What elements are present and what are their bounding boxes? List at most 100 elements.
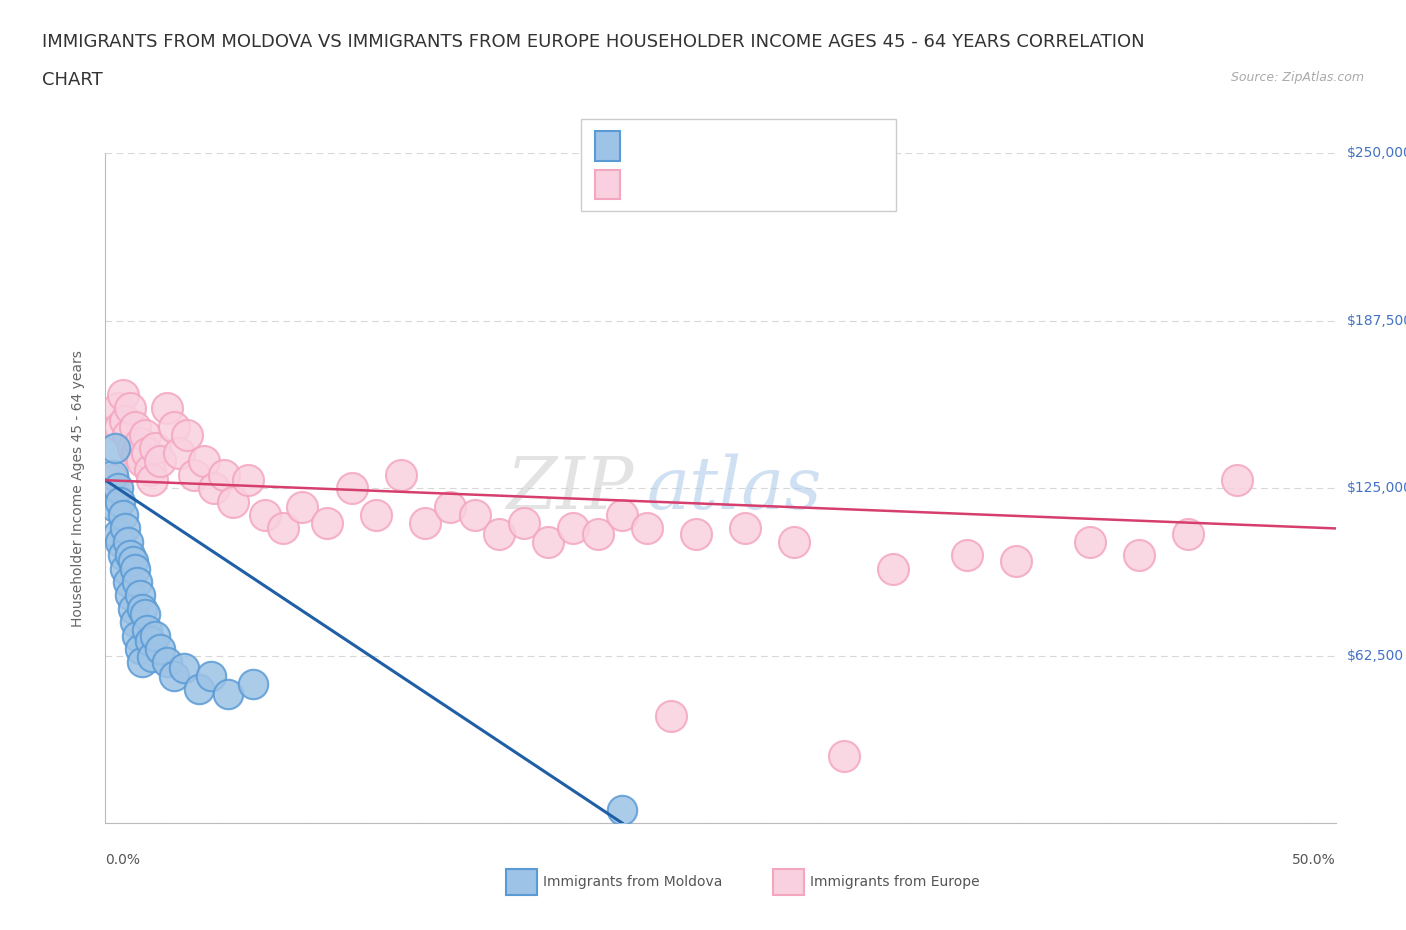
Point <box>562 521 585 536</box>
Point <box>107 401 129 416</box>
Point <box>183 468 205 483</box>
Point <box>832 749 855 764</box>
Point <box>110 494 132 509</box>
Point <box>127 446 149 461</box>
Point <box>1004 553 1026 568</box>
Point <box>222 494 245 509</box>
Point <box>141 649 163 664</box>
Point <box>143 441 166 456</box>
Point <box>104 499 127 514</box>
Point <box>138 633 162 648</box>
Point <box>1078 535 1101 550</box>
Text: Immigrants from Europe: Immigrants from Europe <box>810 874 980 889</box>
Text: R =  -0.613    N = 39: R = -0.613 N = 39 <box>628 139 780 153</box>
Point <box>110 419 132 434</box>
Point <box>129 435 152 450</box>
Point <box>111 387 134 402</box>
Point <box>488 526 510 541</box>
Point <box>212 468 235 483</box>
Text: atlas: atlas <box>647 453 823 524</box>
Point <box>138 462 162 477</box>
Text: Source: ZipAtlas.com: Source: ZipAtlas.com <box>1230 71 1364 84</box>
Point <box>124 419 146 434</box>
Point <box>131 602 153 617</box>
Text: $187,500: $187,500 <box>1347 313 1406 328</box>
Point <box>636 521 658 536</box>
Text: CHART: CHART <box>42 71 103 88</box>
Point <box>413 515 436 530</box>
Point <box>389 468 412 483</box>
Point <box>143 628 166 643</box>
Point <box>120 401 141 416</box>
Point <box>291 499 314 514</box>
Point <box>101 472 124 487</box>
Text: R =  -0.072    N = 57: R = -0.072 N = 57 <box>628 177 782 192</box>
Point <box>340 481 363 496</box>
Point <box>136 623 159 638</box>
Point <box>141 472 163 487</box>
Point <box>134 427 156 442</box>
Point <box>121 553 143 568</box>
Point <box>685 526 707 541</box>
Point <box>131 454 153 469</box>
Point <box>121 602 143 617</box>
Point <box>131 655 153 670</box>
Point <box>134 606 156 621</box>
Point <box>114 561 136 576</box>
Point <box>121 441 143 456</box>
Point <box>236 472 259 487</box>
Point <box>163 669 186 684</box>
Point <box>111 548 134 563</box>
Point <box>149 642 172 657</box>
Point <box>464 508 486 523</box>
Text: IMMIGRANTS FROM MOLDOVA VS IMMIGRANTS FROM EUROPE HOUSEHOLDER INCOME AGES 45 - 6: IMMIGRANTS FROM MOLDOVA VS IMMIGRANTS FR… <box>42 33 1144 50</box>
Point <box>117 575 139 590</box>
Point <box>537 535 560 550</box>
Point <box>366 508 388 523</box>
Text: ZIP: ZIP <box>508 453 634 524</box>
Text: Immigrants from Moldova: Immigrants from Moldova <box>543 874 723 889</box>
Point <box>783 535 806 550</box>
Point <box>242 676 264 691</box>
Point <box>117 427 139 442</box>
Point <box>156 401 179 416</box>
Point <box>315 515 337 530</box>
Point <box>218 687 240 702</box>
Point <box>610 508 633 523</box>
Point <box>120 548 141 563</box>
Point <box>111 508 134 523</box>
Text: $62,500: $62,500 <box>1347 648 1405 663</box>
Point <box>129 642 152 657</box>
Point <box>114 414 136 429</box>
Point <box>202 481 225 496</box>
Point <box>734 521 756 536</box>
Point <box>101 468 124 483</box>
Y-axis label: Householder Income Ages 45 - 64 years: Householder Income Ages 45 - 64 years <box>70 350 84 627</box>
Point <box>188 682 211 697</box>
Point <box>176 427 198 442</box>
Point <box>127 628 149 643</box>
Point <box>107 526 129 541</box>
Point <box>661 709 683 724</box>
Point <box>1128 548 1150 563</box>
Point <box>1226 472 1249 487</box>
Point <box>114 521 136 536</box>
Point <box>149 454 172 469</box>
Point <box>586 526 609 541</box>
Point <box>254 508 277 523</box>
Point <box>1177 526 1199 541</box>
Point <box>610 803 633 817</box>
Text: 50.0%: 50.0% <box>1292 853 1336 868</box>
Point <box>956 548 979 563</box>
Point <box>169 446 191 461</box>
Text: 0.0%: 0.0% <box>105 853 141 868</box>
Point <box>104 441 127 456</box>
Point <box>156 655 179 670</box>
Text: $250,000: $250,000 <box>1347 146 1406 161</box>
Point <box>127 575 149 590</box>
Point <box>129 588 152 603</box>
Point <box>117 535 139 550</box>
Point <box>173 660 195 675</box>
Point <box>136 446 159 461</box>
Point <box>513 515 536 530</box>
